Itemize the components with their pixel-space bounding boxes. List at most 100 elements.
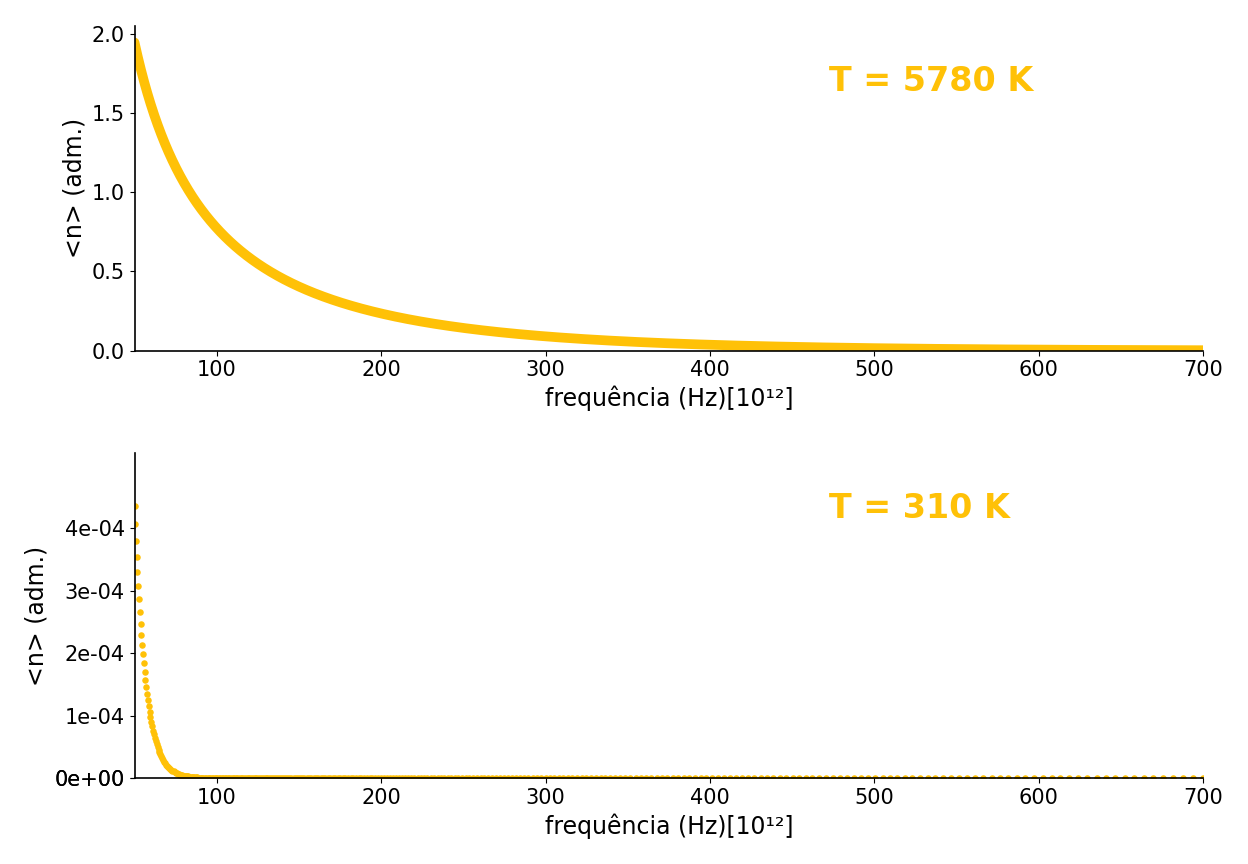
Point xyxy=(371,772,391,785)
Point xyxy=(166,766,186,779)
Point xyxy=(125,499,145,512)
Point xyxy=(250,772,270,785)
Point xyxy=(998,772,1018,785)
Point xyxy=(190,771,210,785)
Point xyxy=(137,694,157,708)
Point xyxy=(558,772,578,785)
Point xyxy=(402,772,422,785)
Point xyxy=(738,772,758,785)
Point xyxy=(144,723,163,737)
Point xyxy=(151,747,171,761)
Point xyxy=(1068,772,1088,785)
Point xyxy=(326,772,346,785)
Point xyxy=(1025,772,1045,785)
Point xyxy=(789,772,809,785)
Point xyxy=(241,772,261,785)
X-axis label: frequência (Hz)[10¹²]: frequência (Hz)[10¹²] xyxy=(544,814,792,839)
Point xyxy=(225,772,245,785)
Point xyxy=(292,772,312,785)
Point xyxy=(182,770,202,784)
Point xyxy=(180,770,200,784)
Point xyxy=(135,665,155,679)
Point xyxy=(152,752,172,766)
Point xyxy=(377,772,397,785)
Point xyxy=(651,772,671,785)
Point xyxy=(421,772,441,785)
Point xyxy=(577,772,597,785)
Point xyxy=(615,772,635,785)
Point xyxy=(389,772,409,785)
Point xyxy=(872,772,892,785)
Point xyxy=(130,605,150,619)
Point xyxy=(139,700,158,714)
Point xyxy=(222,772,242,785)
Point xyxy=(582,772,602,785)
Point xyxy=(263,772,283,785)
Point xyxy=(341,772,361,785)
Point xyxy=(448,772,468,785)
Point xyxy=(216,772,236,785)
Point xyxy=(544,772,564,785)
Point xyxy=(431,772,451,785)
Point xyxy=(273,772,293,785)
Point xyxy=(523,772,543,785)
Point xyxy=(585,772,605,785)
Point xyxy=(374,772,394,785)
Point xyxy=(173,769,193,783)
Point xyxy=(620,772,640,785)
Point xyxy=(463,772,483,785)
Point xyxy=(572,772,592,785)
Point xyxy=(338,772,358,785)
Point xyxy=(674,772,694,785)
Point xyxy=(206,772,226,785)
Point xyxy=(726,772,746,785)
Point xyxy=(532,772,552,785)
Point xyxy=(880,772,900,785)
Point xyxy=(744,772,764,785)
Y-axis label: <n> (adm.): <n> (adm.) xyxy=(62,118,86,258)
Point xyxy=(297,772,317,785)
Point xyxy=(276,772,296,785)
Text: T = 310 K: T = 310 K xyxy=(829,492,1010,525)
Point xyxy=(917,772,937,785)
Text: T = 5780 K: T = 5780 K xyxy=(829,65,1033,98)
Point xyxy=(630,772,650,785)
Point xyxy=(434,772,454,785)
Point xyxy=(690,772,710,785)
Point xyxy=(212,772,232,785)
Point xyxy=(851,772,871,785)
Point xyxy=(1051,772,1071,785)
Point xyxy=(383,772,403,785)
Point xyxy=(131,627,151,641)
Point xyxy=(135,673,155,687)
Point xyxy=(600,772,620,785)
Point xyxy=(494,772,514,785)
Point xyxy=(168,766,188,780)
Point xyxy=(246,772,266,785)
Point xyxy=(553,772,573,785)
Point xyxy=(192,771,212,785)
Point xyxy=(957,772,977,785)
Point xyxy=(990,772,1010,785)
Point xyxy=(205,772,225,785)
Point xyxy=(865,772,885,785)
Point xyxy=(280,772,300,785)
Point xyxy=(243,772,263,785)
Point xyxy=(1106,772,1126,785)
Point xyxy=(208,772,228,785)
Point xyxy=(321,772,341,785)
Point xyxy=(147,740,167,754)
Point xyxy=(185,771,205,785)
Point xyxy=(470,772,490,785)
Point xyxy=(396,772,416,785)
Point xyxy=(424,772,444,785)
Point xyxy=(141,710,161,724)
Y-axis label: <n> (adm.): <n> (adm.) xyxy=(25,546,49,686)
Point xyxy=(303,772,323,785)
Point xyxy=(802,772,822,785)
Point xyxy=(252,772,272,785)
Point xyxy=(816,772,836,785)
Point xyxy=(950,772,970,785)
Point xyxy=(186,771,206,785)
Point xyxy=(490,772,510,785)
